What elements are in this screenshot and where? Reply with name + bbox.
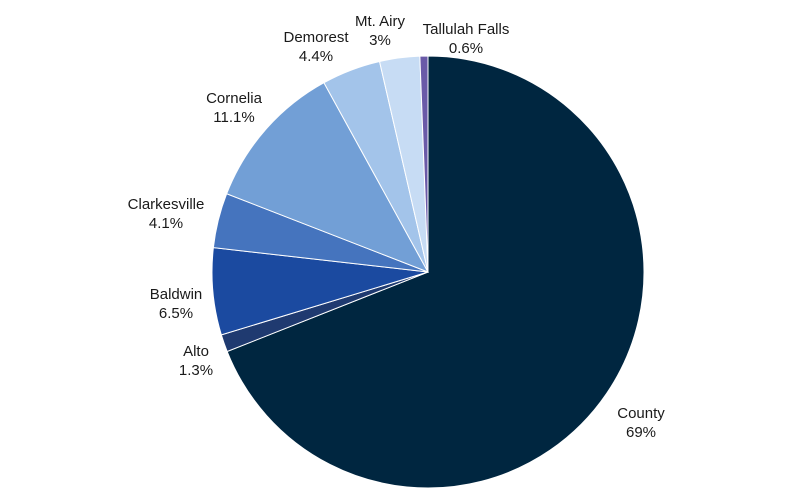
label-demorest: Demorest 4.4% (283, 29, 349, 65)
label-baldwin: Baldwin 6.5% (150, 286, 203, 322)
label-mt-airy: Mt. Airy 3% (355, 13, 406, 49)
slice-cornelia (226, 82, 430, 273)
label-name-baldwin: Baldwin (150, 286, 203, 303)
label-name-demorest: Demorest (283, 29, 349, 46)
label-tallulah-falls: Tallulah Falls 0.6% (423, 21, 510, 57)
slice-county (226, 55, 645, 489)
label-name-alto: Alto (183, 343, 209, 360)
label-pct-demorest: 4.4% (299, 48, 333, 65)
label-name-clarkesville: Clarkesville (128, 196, 205, 213)
label-pct-cornelia: 11.1% (213, 109, 254, 126)
label-clarkesville: Clarkesville 4.1% (128, 196, 205, 232)
label-pct-baldwin: 6.5% (159, 305, 193, 322)
slice-tallulah-falls (419, 55, 429, 273)
label-pct-clarkesville: 4.1% (149, 215, 183, 232)
label-pct-mt-airy: 3% (369, 32, 391, 49)
label-pct-county: 69% (626, 424, 656, 441)
label-county: County 69% (617, 405, 665, 441)
pie-labels: County 69% Alto 1.3% Baldwin 6.5% Clarkesville… (128, 13, 666, 441)
label-name-tallulah-falls: Tallulah Falls (423, 21, 510, 38)
pie-slices (211, 55, 645, 489)
label-pct-tallulah-falls: 0.6% (449, 40, 483, 57)
label-pct-alto: 1.3% (179, 362, 213, 379)
label-alto: Alto 1.3% (179, 343, 213, 379)
label-cornelia: Cornelia 11.1% (206, 90, 263, 126)
label-name-county: County (617, 405, 665, 422)
label-name-cornelia: Cornelia (206, 90, 263, 107)
label-name-mt-airy: Mt. Airy (355, 13, 406, 30)
